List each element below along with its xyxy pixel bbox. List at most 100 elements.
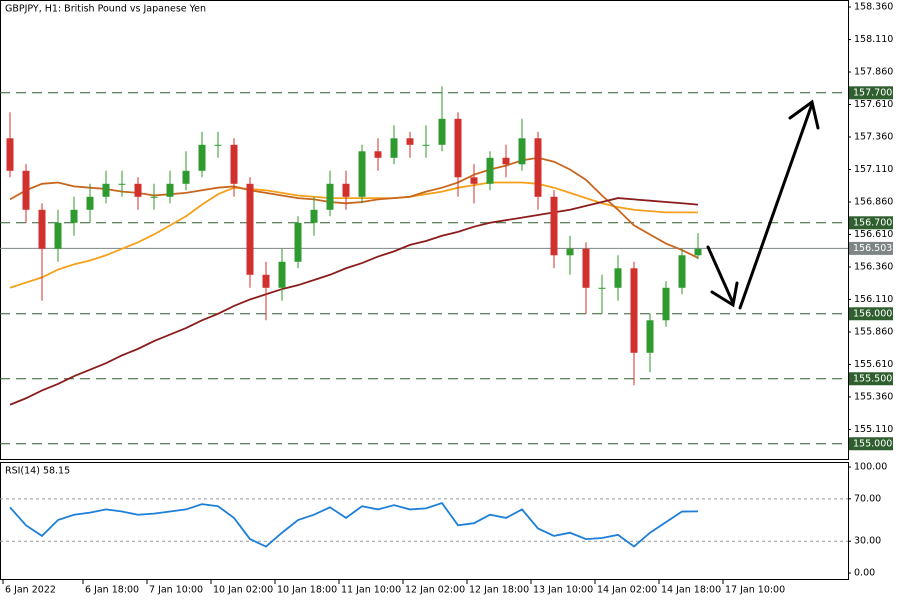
x-tick-label: 14 Jan 02:00 [597,585,657,596]
candle-body [246,183,254,275]
indicator-line [9,501,699,548]
candle-body [614,268,622,288]
candle-body [198,144,206,171]
candle-body [310,209,318,223]
rsi-panel [0,462,849,580]
candle-body [358,151,366,197]
candle-body [470,177,478,184]
x-tick-label: 10 Jan 02:00 [213,585,273,596]
indicator-line [9,181,698,289]
y-tick-label: 157.360 [854,131,893,142]
y-tick-label: 158.360 [854,2,893,13]
arrow-head [788,99,820,130]
y-tick-label: 155.860 [854,326,893,337]
candle-body [598,287,606,289]
candle-body [502,157,510,165]
candle-body [70,209,78,223]
candle-body [230,144,238,184]
level-label: 156.700 [853,217,892,228]
x-tick-label: 10 Jan 18:00 [277,585,337,596]
candle-body [6,138,14,171]
candle-body [342,183,350,197]
current-price-label: 156.503 [853,243,892,254]
candle-body [454,118,462,178]
x-tick-label: 13 Jan 10:00 [533,585,593,596]
indicator-line [9,156,699,259]
x-tick-label: 12 Jan 02:00 [405,585,465,596]
x-tick-label: 17 Jan 10:00 [725,585,785,596]
candle-body [406,138,414,145]
indicator-line [9,197,699,406]
y-tick-label: 155.110 [854,424,893,435]
arrow-head [710,281,739,308]
level-label: 157.700 [853,87,892,98]
candle-body [278,261,286,288]
candle-body [38,209,46,249]
rsi-title: RSI(14) 58.15 [5,466,70,477]
candle-body [102,183,110,197]
level-label: 155.000 [853,438,892,449]
price-panel [0,0,849,460]
x-tick-label: 6 Jan 18:00 [85,585,139,596]
level-label-box [849,86,893,100]
candle-body [326,183,334,210]
y-tick-label: 30.00 [854,536,881,547]
candle-body [646,320,654,353]
candle-body [214,144,222,146]
candle-body [150,196,158,198]
candle-body [630,268,638,353]
level-label-box [849,372,893,386]
candle-body [422,144,430,146]
y-tick-label: 157.110 [854,164,893,175]
y-tick-label: 155.360 [854,391,893,402]
candle-body [134,183,142,197]
x-tick-label: 11 Jan 10:00 [341,585,401,596]
level-label: 155.500 [853,373,892,384]
candle-body [390,138,398,158]
candle-body [118,183,126,185]
y-tick-label: 158.110 [854,34,893,45]
level-label: 156.000 [853,308,892,319]
y-tick-label: 100.00 [854,462,887,473]
candle-body [438,118,446,145]
y-tick-label: 70.00 [854,493,881,504]
y-tick-label: 0.00 [854,568,875,579]
candle-body [294,222,302,262]
candle-body [486,157,494,184]
candle-body [166,183,174,197]
y-tick-label: 156.110 [854,294,893,305]
candle-body [678,255,686,288]
level-label-box [849,437,893,451]
candle-body [550,196,558,256]
arrow-up [738,102,814,310]
candle-body [374,151,382,158]
y-tick-label: 156.860 [854,196,893,207]
chart-title: GBPJPY, H1: British Pound vs Japanese Ye… [5,4,206,15]
candle-body [566,248,574,256]
y-tick-label: 155.610 [854,359,893,370]
forecast-arrows [706,99,820,310]
candle-body [518,138,526,165]
arrow-down [706,245,735,305]
candle-body [86,196,94,210]
x-tick-label: 7 Jan 10:00 [149,585,203,596]
candle-body [582,248,590,288]
candle-body [534,138,542,197]
y-tick-label: 156.610 [854,229,893,240]
y-tick-label: 157.610 [854,99,893,110]
y-tick-label: 156.360 [854,261,893,272]
y-tick-label: 157.860 [854,67,893,78]
candle-body [694,248,702,256]
x-tick-label: 6 Jan 2022 [5,585,56,596]
current-price-box [849,241,893,255]
x-tick-label: 14 Jan 18:00 [661,585,721,596]
candle-body [662,287,670,321]
candle-body [182,170,190,184]
level-label-box [849,216,893,230]
level-label-box [849,307,893,321]
candle-body [22,170,30,210]
candle-body [262,274,270,288]
